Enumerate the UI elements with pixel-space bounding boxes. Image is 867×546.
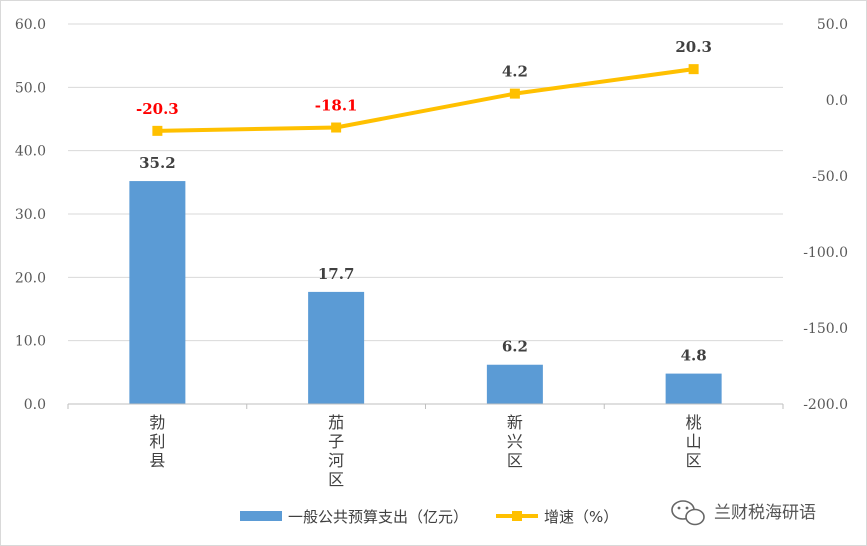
line-data-label: -18.1	[315, 97, 358, 115]
bar-data-label: 17.7	[318, 265, 355, 283]
left-tick-label: 40.0	[15, 144, 46, 160]
line-data-label: -20.3	[136, 100, 179, 118]
line-data-label: 4.2	[502, 63, 528, 81]
bar	[129, 181, 186, 404]
left-axis-ticks: 0.0 10.0 20.0 30.0 40.0 50.0 60.0	[15, 17, 46, 413]
left-tick-label: 50.0	[15, 80, 46, 96]
right-tick-label: -50.0	[812, 169, 848, 185]
line-marker	[331, 122, 342, 133]
right-axis-ticks: -200.0 -150.0 -100.0 -50.0 0.0 50.0	[803, 17, 848, 413]
line-data-label: 20.3	[675, 38, 712, 56]
line-path	[157, 67, 694, 133]
right-tick-label: 0.0	[826, 93, 848, 109]
legend-label-line: 增速（%）	[544, 508, 618, 526]
line-marker	[688, 64, 699, 75]
line-series	[152, 64, 699, 136]
gridlines	[68, 23, 783, 342]
line-marker	[152, 125, 163, 136]
bar	[308, 291, 365, 404]
watermark-text: 兰财税海研语	[714, 503, 816, 523]
bar-data-labels: 35.2 17.7 6.2 4.8	[139, 154, 707, 365]
category-label: 茄子河区	[328, 413, 344, 489]
right-tick-label: 50.0	[817, 17, 848, 33]
right-tick-label: -200.0	[803, 397, 848, 413]
right-tick-label: -100.0	[803, 245, 848, 261]
x-axis	[67, 403, 784, 409]
bar-data-label: 4.8	[681, 347, 707, 365]
category-label: 桃山区	[686, 413, 702, 470]
legend: 一般公共预算支出（亿元） 增速（%）	[240, 508, 618, 526]
bar-series	[129, 181, 722, 404]
bar	[486, 364, 543, 404]
legend-swatch-marker	[512, 511, 522, 521]
wechat-icon	[671, 500, 705, 526]
left-tick-label: 10.0	[15, 334, 46, 350]
left-tick-label: 0.0	[24, 397, 46, 413]
bar	[665, 373, 722, 404]
bar-data-label: 6.2	[502, 338, 528, 356]
legend-swatch-bar	[240, 511, 282, 521]
category-labels: 勃利县 茄子河区 新兴区 桃山区	[149, 413, 701, 489]
left-tick-label: 20.0	[15, 270, 46, 286]
line-data-labels: -20.3 -18.1 4.2 20.3	[136, 38, 712, 118]
right-tick-label: -150.0	[803, 321, 848, 337]
line-marker	[509, 88, 520, 99]
watermark: 兰财税海研语	[671, 500, 816, 526]
category-label: 新兴区	[507, 413, 523, 470]
left-tick-label: 30.0	[15, 207, 46, 223]
bar-data-label: 35.2	[139, 154, 176, 172]
left-tick-label: 60.0	[15, 17, 46, 33]
legend-label-bar: 一般公共预算支出（亿元）	[288, 508, 468, 526]
category-label: 勃利县	[149, 413, 165, 470]
